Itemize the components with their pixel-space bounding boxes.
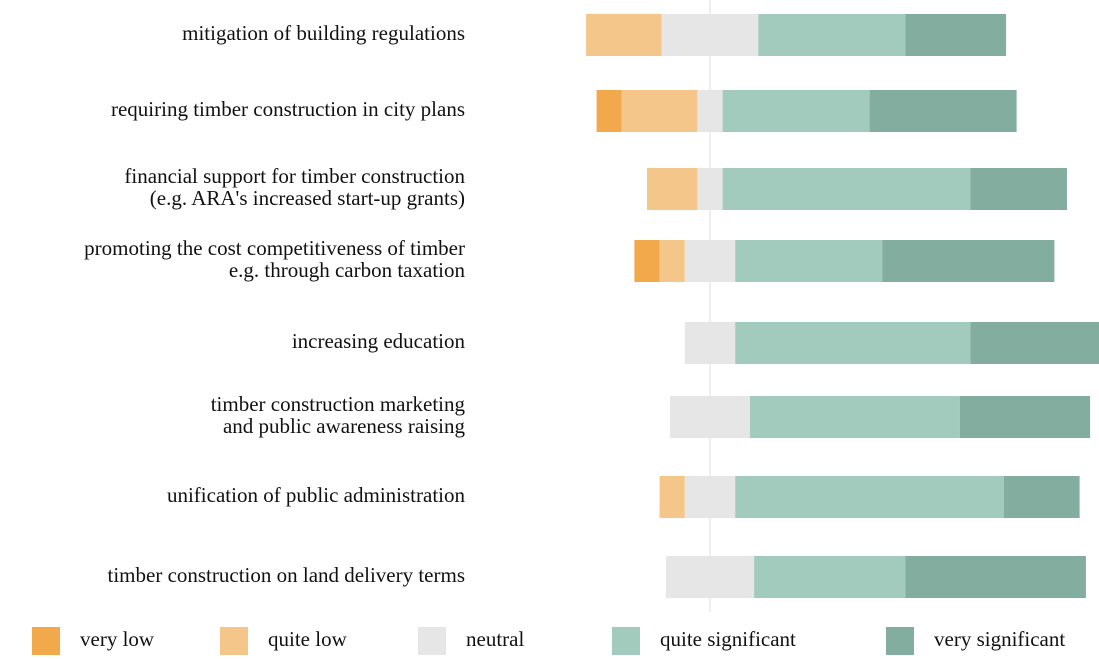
category-label: timber construction marketing and public … [211, 392, 466, 438]
category-label-line: requiring timber construction in city pl… [111, 97, 465, 121]
bar-segment [959, 396, 1091, 438]
legend-label: very significant [934, 627, 1065, 651]
category-label: promoting the cost competitiveness of ti… [84, 236, 465, 282]
bar-segment [735, 322, 971, 364]
bar-segment [722, 168, 971, 210]
bar-segment [665, 556, 755, 598]
bar-segment [735, 476, 1004, 518]
bar-segment [722, 90, 870, 132]
legend-label: neutral [466, 627, 524, 651]
bar-segment [586, 14, 662, 56]
bar-segment [596, 90, 622, 132]
bar-segment [659, 240, 685, 282]
bar-segment [684, 240, 736, 282]
legend-label: quite low [268, 627, 348, 651]
legend-swatch [612, 627, 640, 655]
bar-segment [970, 322, 1099, 364]
legend-label: very low [80, 627, 155, 651]
category-label-line: timber construction on land delivery ter… [108, 563, 466, 587]
bar-segment [749, 396, 960, 438]
bar-segment [905, 14, 1007, 56]
category-label: unification of public administration [167, 483, 466, 507]
bar-segment [697, 90, 723, 132]
bar-segment [905, 556, 1086, 598]
bar-segment [621, 90, 698, 132]
legend-swatch [220, 627, 248, 655]
category-label-line: mitigation of building regulations [182, 21, 465, 45]
category-label-line: timber construction marketing [211, 392, 466, 416]
category-label: timber construction on land delivery ter… [108, 563, 466, 587]
bar-segment [634, 240, 660, 282]
bar-segment [754, 556, 906, 598]
bar-segment [970, 168, 1067, 210]
category-label-line: e.g. through carbon taxation [229, 258, 466, 282]
category-label: mitigation of building regulations [182, 21, 465, 45]
bar-segment [882, 240, 1055, 282]
bar-segment [869, 90, 1017, 132]
legend-swatch [886, 627, 914, 655]
bar-segment [758, 14, 906, 56]
category-label-line: increasing education [292, 329, 466, 353]
bar-segment [661, 14, 759, 56]
category-label: financial support for timber constructio… [124, 164, 465, 210]
category-label-line: and public awareness raising [223, 414, 466, 438]
legend-label: quite significant [660, 627, 796, 651]
category-label: increasing education [292, 329, 466, 353]
bar-segment [659, 476, 685, 518]
category-label: requiring timber construction in city pl… [111, 97, 465, 121]
bar-segment [647, 168, 698, 210]
category-label-line: promoting the cost competitiveness of ti… [84, 236, 465, 260]
bar-segment [735, 240, 883, 282]
category-label-line: (e.g. ARA's increased start-up grants) [150, 186, 465, 210]
category-label-line: financial support for timber constructio… [124, 164, 465, 188]
bar-segment [697, 168, 723, 210]
bar-segment [684, 322, 736, 364]
legend-swatch [32, 627, 60, 655]
bar-segment [670, 396, 750, 438]
category-label-line: unification of public administration [167, 483, 466, 507]
bar-segment [684, 476, 736, 518]
legend-swatch [418, 627, 446, 655]
bar-segment [1004, 476, 1080, 518]
